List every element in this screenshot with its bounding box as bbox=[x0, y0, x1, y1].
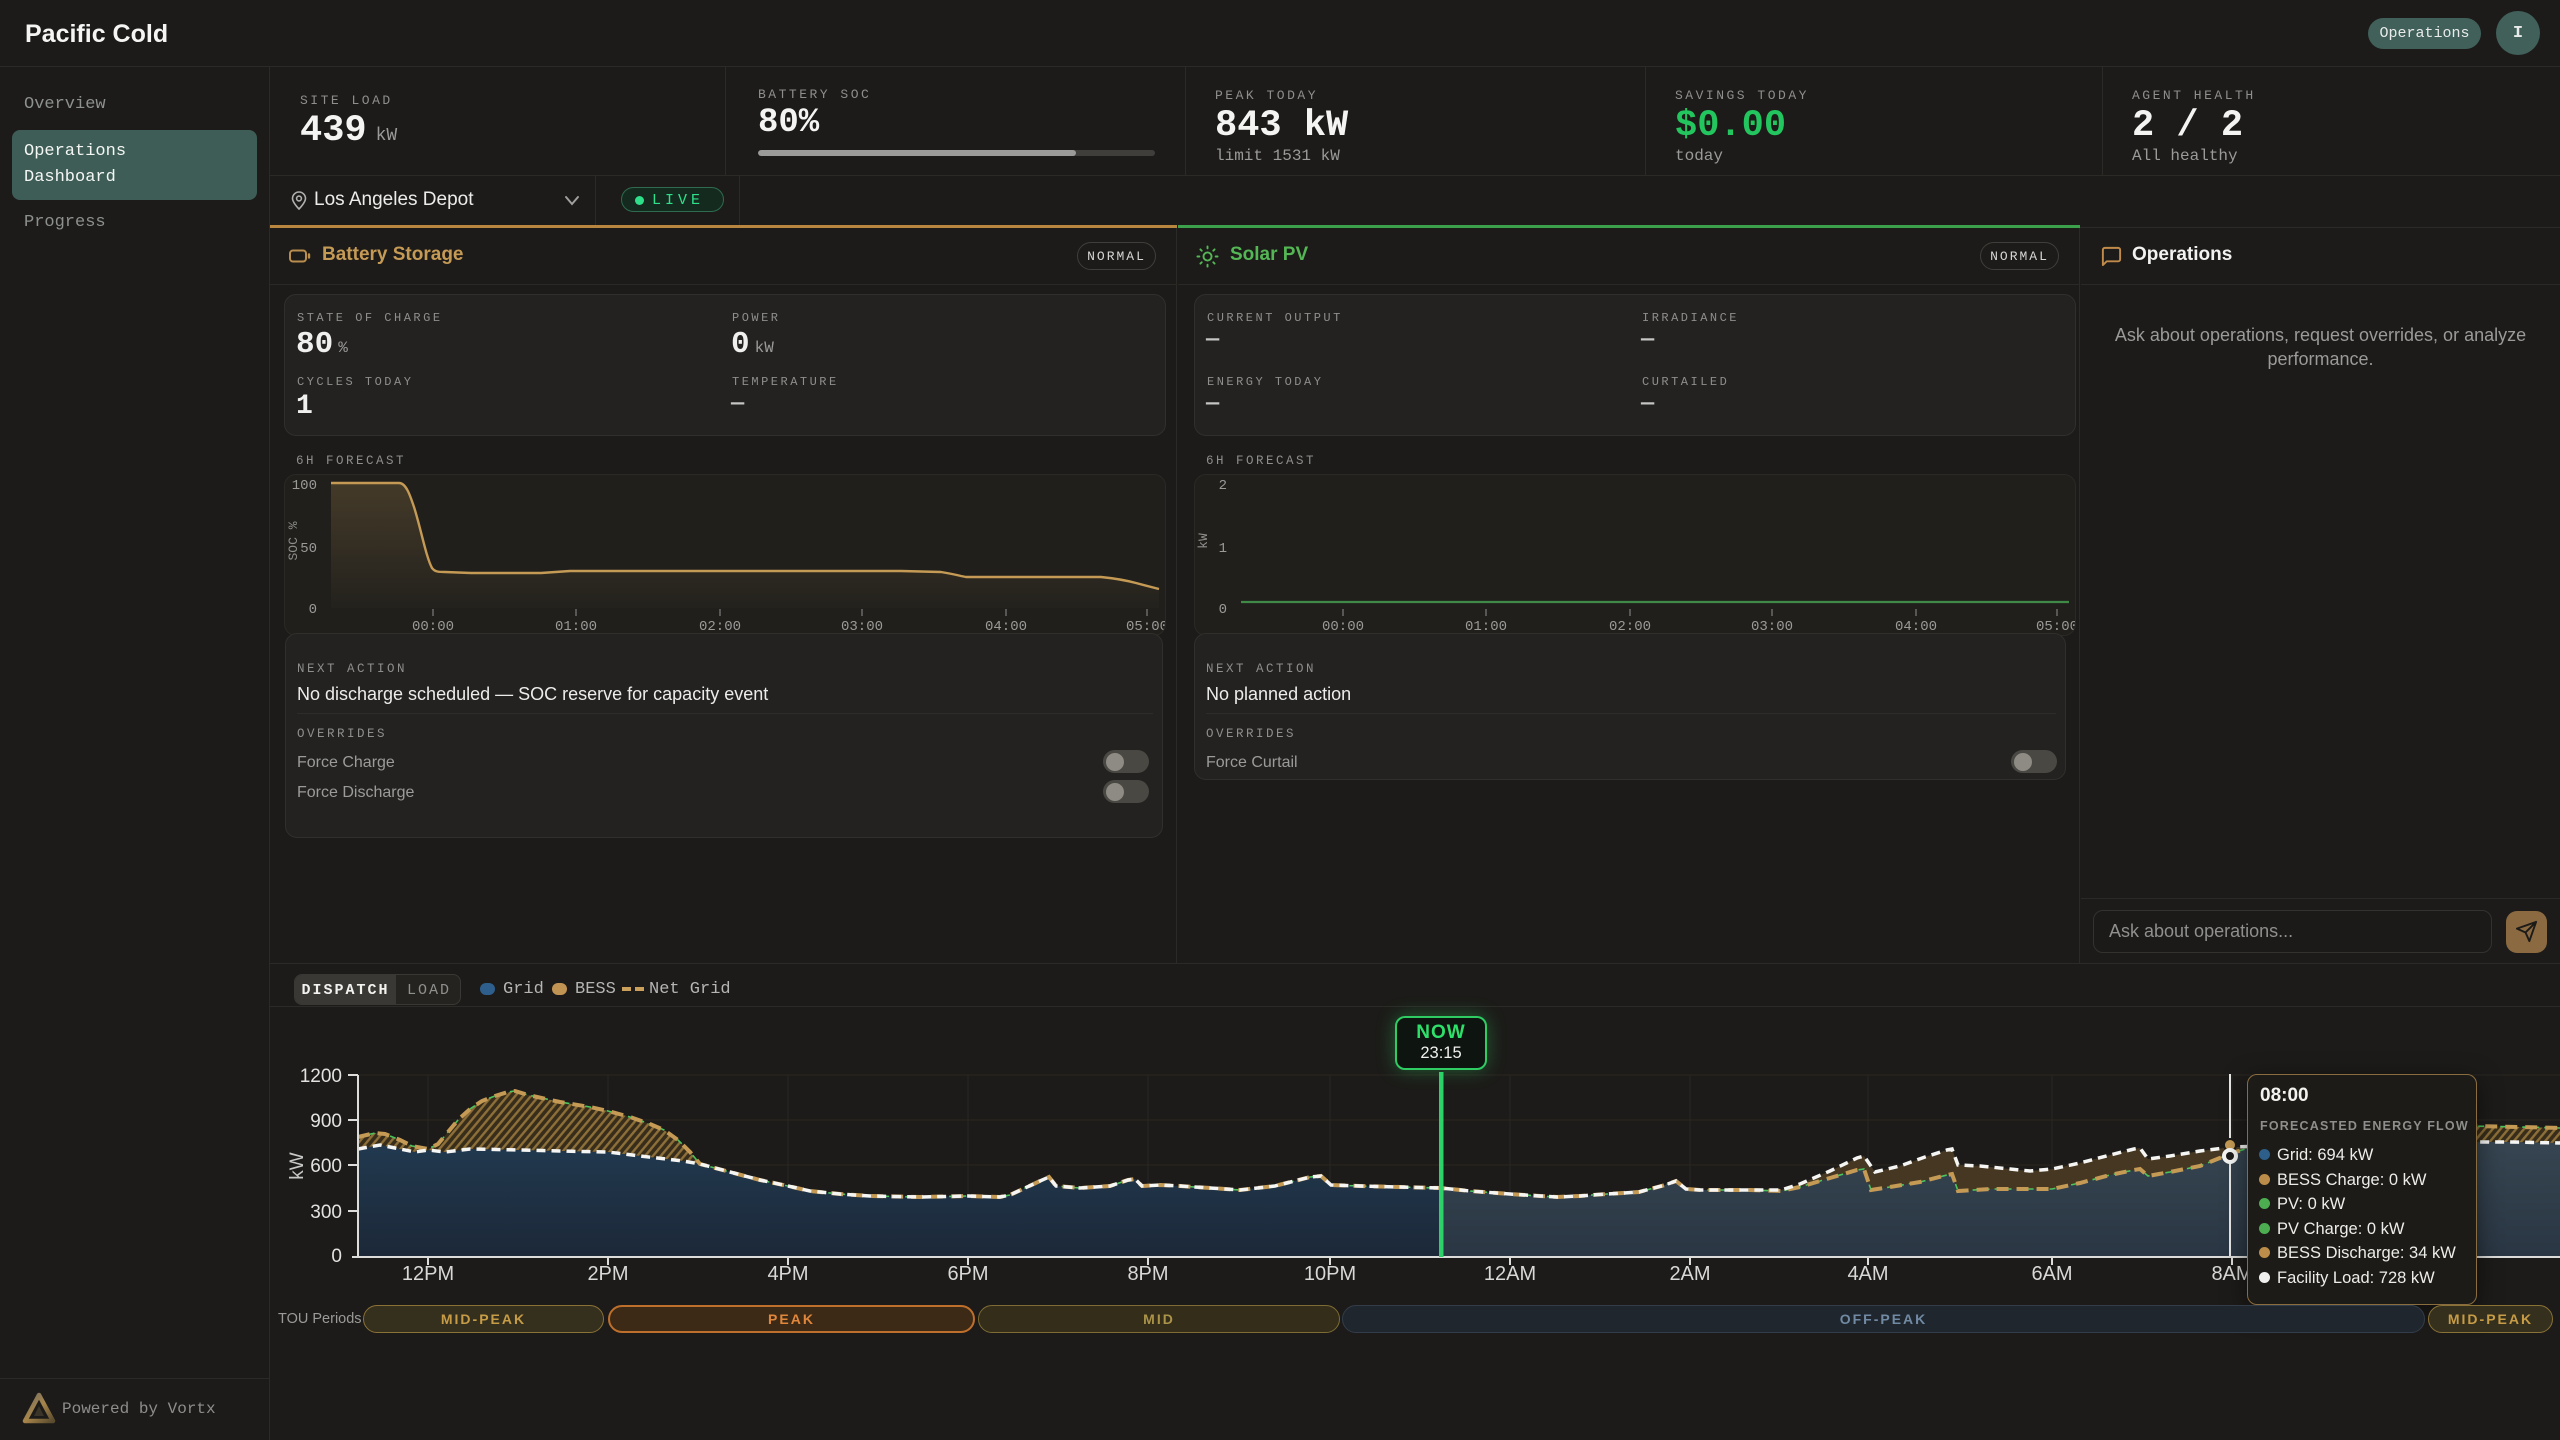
svg-text:0: 0 bbox=[331, 1246, 342, 1267]
svg-text:kW: kW bbox=[1196, 533, 1211, 549]
svg-text:8PM: 8PM bbox=[1127, 1263, 1168, 1285]
svg-text:05:00: 05:00 bbox=[2036, 619, 2076, 635]
svg-text:04:00: 04:00 bbox=[1895, 619, 1937, 635]
svg-text:02:00: 02:00 bbox=[699, 619, 741, 635]
svg-text:4PM: 4PM bbox=[767, 1263, 808, 1285]
svg-text:10PM: 10PM bbox=[1304, 1263, 1356, 1285]
svg-text:4AM: 4AM bbox=[1847, 1263, 1888, 1285]
svg-text:1: 1 bbox=[1219, 541, 1227, 557]
svg-text:900: 900 bbox=[310, 1111, 342, 1132]
svg-text:01:00: 01:00 bbox=[1465, 619, 1507, 635]
svg-text:600: 600 bbox=[310, 1156, 342, 1177]
svg-text:05:00: 05:00 bbox=[1126, 619, 1166, 635]
svg-text:02:00: 02:00 bbox=[1609, 619, 1651, 635]
svg-text:6AM: 6AM bbox=[2031, 1263, 2072, 1285]
svg-text:kW: kW bbox=[287, 1152, 308, 1180]
svg-text:00:00: 00:00 bbox=[1322, 619, 1364, 635]
svg-text:0: 0 bbox=[1219, 602, 1227, 618]
svg-text:12PM: 12PM bbox=[402, 1263, 454, 1285]
svg-text:1200: 1200 bbox=[300, 1066, 342, 1087]
svg-text:04:00: 04:00 bbox=[985, 619, 1027, 635]
svg-text:01:00: 01:00 bbox=[555, 619, 597, 635]
svg-text:100: 100 bbox=[292, 478, 317, 494]
svg-text:03:00: 03:00 bbox=[1751, 619, 1793, 635]
svg-text:00:00: 00:00 bbox=[412, 619, 454, 635]
svg-text:0: 0 bbox=[309, 602, 317, 618]
svg-text:SOC %: SOC % bbox=[286, 521, 301, 560]
svg-text:2PM: 2PM bbox=[587, 1263, 628, 1285]
svg-text:300: 300 bbox=[310, 1202, 342, 1223]
svg-text:50: 50 bbox=[300, 541, 317, 557]
svg-text:6PM: 6PM bbox=[947, 1263, 988, 1285]
svg-text:2AM: 2AM bbox=[1669, 1263, 1710, 1285]
svg-text:03:00: 03:00 bbox=[841, 619, 883, 635]
svg-text:8AM: 8AM bbox=[2211, 1263, 2252, 1285]
svg-text:12AM: 12AM bbox=[1484, 1263, 1536, 1285]
svg-text:2: 2 bbox=[1219, 478, 1227, 494]
